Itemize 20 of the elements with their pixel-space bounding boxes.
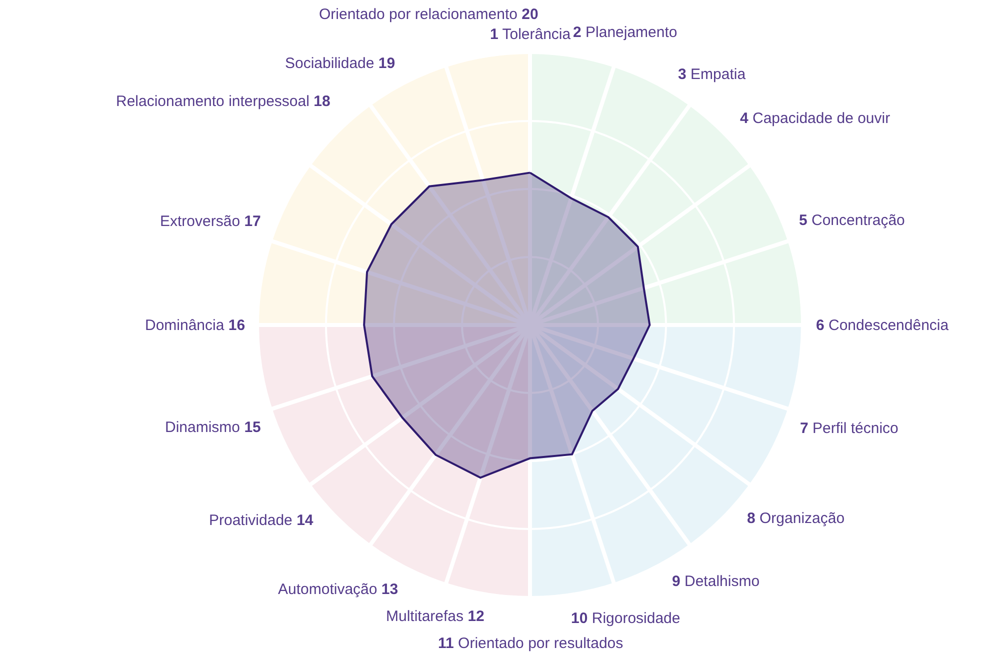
spoke-label: 10 Rigorosidade (571, 610, 680, 627)
spoke-label: 4 Capacidade de ouvir (740, 110, 890, 127)
spoke-label: Sociabilidade 19 (285, 55, 396, 72)
spoke-label: 9 Detalhismo (672, 573, 760, 590)
spoke-label: Dinamismo 15 (165, 419, 261, 436)
spoke-label: 5 Concentração (799, 212, 905, 229)
spoke-label: Multitarefas 12 (386, 608, 484, 625)
spoke-label: 2 Planejamento (573, 24, 678, 41)
spoke-label: 7 Perfil técnico (800, 420, 898, 437)
spoke-label: Orientado por relacionamento 20 (319, 6, 538, 23)
spoke-label: 3 Empatia (678, 66, 746, 83)
spoke-label: 1 Tolerância (490, 26, 572, 43)
spoke-label: Extroversão 17 (160, 213, 261, 230)
spoke-label: 8 Organização (747, 510, 845, 527)
spoke-label: Relacionamento interpessoal 18 (116, 93, 330, 110)
spoke-label: 11 Orientado por resultados (438, 635, 624, 652)
spoke-label: 6 Condescendência (816, 317, 950, 334)
spoke-label: Automotivação 13 (278, 581, 398, 598)
spoke-label: Dominância 16 (145, 317, 246, 334)
spoke-label: Proatividade 14 (209, 512, 314, 529)
